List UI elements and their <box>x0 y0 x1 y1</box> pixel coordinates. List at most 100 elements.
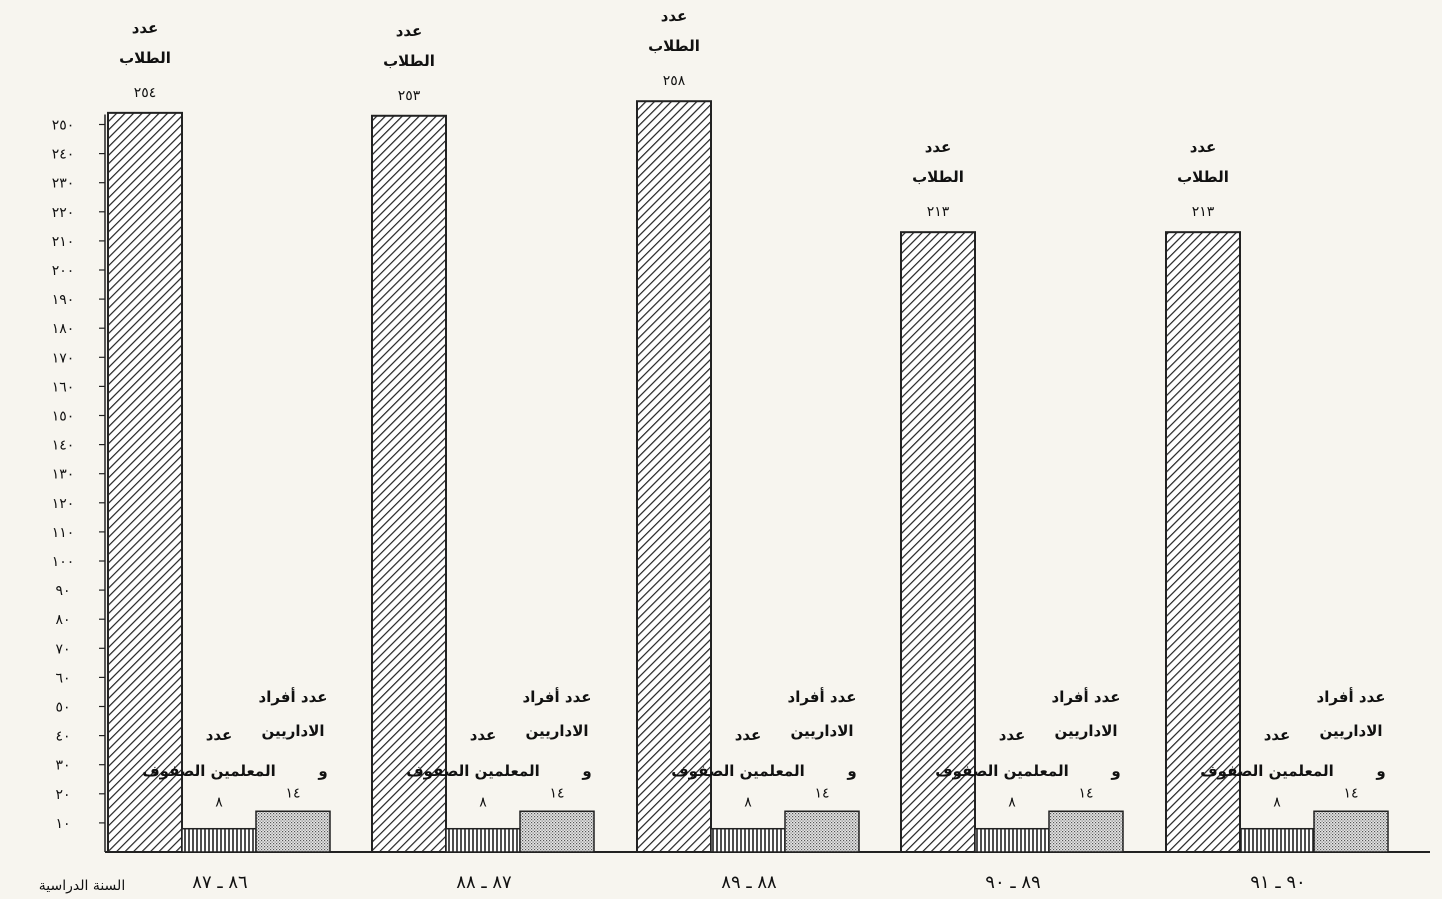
students-bar <box>1165 231 1241 854</box>
y-tick-label: ٢٥٠ <box>52 118 75 134</box>
teachers-bar <box>710 827 786 853</box>
teachers-bar <box>181 827 257 853</box>
admins-label-line: عدد أفراد <box>259 687 328 706</box>
teachers-value-label: ٨ <box>1273 795 1281 811</box>
admins-label-line: و <box>317 762 327 780</box>
students-label-line: عدد <box>925 138 952 156</box>
axis-layer: ١٠ ٢٠ ٣٠ ٤٠ ٥٠ ٦٠ ٧٠ ٨٠ ٩٠ ١٠٠ ١١٠ ١٢٠ ١٣٠ ١٤٠ ١٥٠ ١٦٠ ١… <box>39 114 1430 894</box>
y-tick-label: ١٢٠ <box>52 496 75 512</box>
admins-label-line: الاداريين <box>525 722 588 740</box>
students-value-label: ٢٥٣ <box>398 88 421 104</box>
admins-label-line: و <box>581 762 591 780</box>
students-value-label: ٢١٣ <box>1192 204 1215 220</box>
x-category-label: ٨٦ ـ ٨٧ <box>192 872 247 893</box>
y-tick-label: ١٠ <box>55 816 70 832</box>
y-tick-label: ٨٠ <box>55 612 70 628</box>
admins-bar <box>255 810 331 853</box>
students-bar <box>900 231 976 854</box>
x-axis-title: السنة الدراسية <box>39 878 125 894</box>
teachers-label-line: المعلمين الصفوف <box>406 762 540 780</box>
y-tick-label: ١٥٠ <box>52 409 75 425</box>
y-tick-label: ٥٠ <box>55 700 70 716</box>
teachers-label-line: عدد <box>470 726 497 744</box>
y-tick-label: ١٨٠ <box>52 321 75 337</box>
admins-label-line: الاداريين <box>790 722 853 740</box>
students-label-line: عدد <box>1190 138 1217 156</box>
students-bar <box>636 100 712 854</box>
students-value-label: ٢١٣ <box>927 204 950 220</box>
teachers-value-label: ٨ <box>1008 795 1016 811</box>
y-tick-label: ٢٢٠ <box>52 205 75 221</box>
admins-value-label: ١٤ <box>1343 785 1358 801</box>
bar-layer <box>107 100 1389 854</box>
y-tick-label: ٣٠ <box>55 758 70 774</box>
y-tick-label: ٢٤٠ <box>52 147 75 163</box>
y-tick-label: ١٤٠ <box>52 438 75 454</box>
admins-label-line: عدد أفراد <box>1317 687 1386 706</box>
students-label-line: عدد <box>661 7 688 25</box>
y-tick-label: ٤٠ <box>55 729 70 745</box>
y-tick-label: ٢٠٠ <box>52 263 75 279</box>
y-tick-label: ١٣٠ <box>52 467 75 483</box>
students-label-line: الطلاب <box>648 37 700 55</box>
admins-label-line: عدد أفراد <box>523 687 592 706</box>
y-tick-label: ٢٠ <box>55 787 70 803</box>
teachers-label-line: المعلمين الصفوف <box>935 762 1069 780</box>
admins-bar <box>784 810 860 853</box>
admins-label-line: عدد أفراد <box>1052 687 1121 706</box>
admins-label-line: و <box>1110 762 1120 780</box>
y-tick-label: ٢١٠ <box>52 234 75 250</box>
y-tick-label: ١٧٠ <box>52 350 75 366</box>
students-label-line: عدد <box>132 19 159 37</box>
admins-bar <box>519 810 595 853</box>
x-category-label: ٨٧ ـ ٨٨ <box>456 872 512 893</box>
admins-value-label: ١٤ <box>1078 785 1093 801</box>
admins-label-line: و <box>1375 762 1385 780</box>
admins-value-label: ١٤ <box>814 785 829 801</box>
teachers-label-line: عدد <box>999 726 1026 744</box>
y-tick-label: ٩٠ <box>55 583 70 599</box>
students-label-line: الطلاب <box>1177 168 1229 186</box>
admins-bar <box>1048 810 1124 853</box>
admins-value-label: ١٤ <box>549 785 564 801</box>
students-bar <box>371 114 447 853</box>
students-label-line: عدد <box>396 22 423 40</box>
y-tick-label: ١٠٠ <box>52 554 75 570</box>
students-value-label: ٢٥٤ <box>134 85 157 101</box>
students-label-line: الطلاب <box>912 168 964 186</box>
students-value-label: ٢٥٨ <box>663 73 686 89</box>
admins-bar <box>1313 810 1389 853</box>
y-tick-label: ١٦٠ <box>52 379 75 395</box>
teachers-value-label: ٨ <box>744 795 752 811</box>
teachers-bar <box>1239 827 1315 853</box>
students-bar <box>107 111 183 854</box>
x-category-label: ٨٨ ـ ٨٩ <box>721 872 777 893</box>
y-tick-label: ٦٠ <box>55 670 70 686</box>
teachers-value-label: ٨ <box>479 795 487 811</box>
admins-label-line: الاداريين <box>1319 722 1382 740</box>
teachers-bar <box>974 827 1050 853</box>
y-tick-label: ٧٠ <box>55 641 70 657</box>
x-category-label: ٩٠ ـ ٩١ <box>1250 872 1305 893</box>
students-label-line: الطلاب <box>119 49 171 67</box>
teachers-value-label: ٨ <box>215 795 223 811</box>
admins-label-line: الاداريين <box>261 722 324 740</box>
x-category-label: ٨٩ ـ ٩٠ <box>985 872 1040 893</box>
y-tick-label: ١٩٠ <box>52 292 75 308</box>
y-tick-label: ١١٠ <box>52 525 75 541</box>
teachers-label-line: عدد <box>206 726 233 744</box>
teachers-label-line: المعلمين الصفوف <box>1200 762 1334 780</box>
admins-label-line: عدد أفراد <box>788 687 857 706</box>
admins-label-line: الاداريين <box>1054 722 1117 740</box>
admins-value-label: ١٤ <box>285 785 300 801</box>
students-label-line: الطلاب <box>383 52 435 70</box>
teachers-label-line: المعلمين الصفوف <box>671 762 805 780</box>
label-layer: عدد الطلاب ٢٥٤ عدد المعلمين الصفوف ٨ عدد أفراد… <box>119 7 1386 893</box>
teachers-label-line: المعلمين الصفوف <box>142 762 276 780</box>
admins-label-line: و <box>846 762 856 780</box>
y-tick-label: ٢٣٠ <box>52 176 75 192</box>
teachers-label-line: عدد <box>735 726 762 744</box>
teachers-label-line: عدد <box>1264 726 1291 744</box>
teachers-bar <box>445 827 521 853</box>
